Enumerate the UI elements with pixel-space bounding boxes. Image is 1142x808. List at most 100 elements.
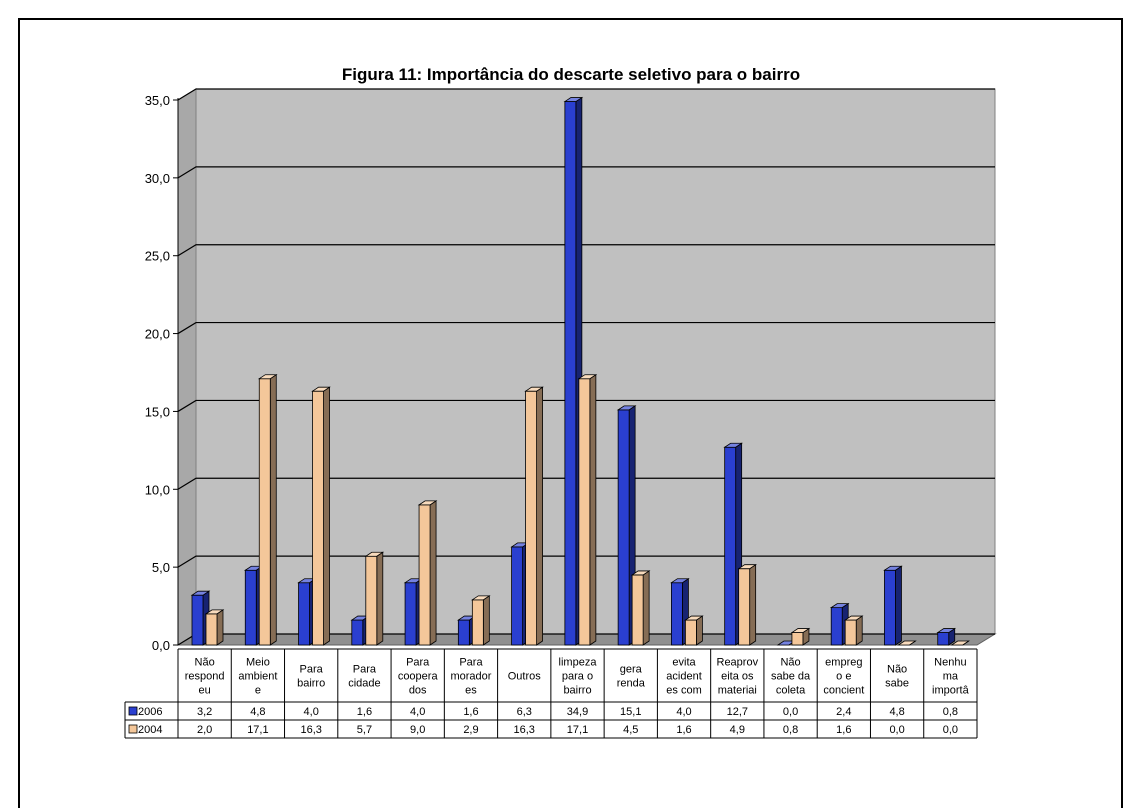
category-label: evita	[672, 657, 696, 669]
legend-label-2006: 2006	[138, 706, 162, 718]
bar-side	[482, 595, 490, 646]
category-label: Reaprov	[717, 657, 759, 669]
data-label: 4,9	[730, 724, 745, 736]
category-label: bairro	[297, 678, 325, 690]
category-label: Nenhu	[934, 657, 966, 669]
data-label: 1,6	[676, 724, 691, 736]
bar-side	[536, 386, 543, 646]
bar-2004-1	[204, 609, 225, 646]
category-label: o e	[836, 671, 851, 683]
bar-side	[269, 373, 277, 646]
bar-2004-6	[471, 595, 491, 646]
gridline	[177, 244, 995, 257]
bar-2004-14	[897, 640, 917, 646]
bar-side	[642, 570, 650, 646]
category-label: gera	[620, 664, 643, 676]
data-label: 4,0	[676, 706, 691, 718]
category-label: ambient	[238, 671, 277, 683]
category-label: Não	[780, 657, 800, 669]
bar-2004-3	[311, 386, 331, 646]
legend-key-2006	[128, 706, 138, 716]
gridline	[177, 88, 995, 101]
bar-front	[312, 390, 324, 646]
data-label: 4,8	[250, 706, 265, 718]
category-label: renda	[617, 678, 646, 690]
bar-top	[843, 615, 864, 621]
data-label: 1,6	[463, 706, 478, 718]
bar-top	[684, 615, 704, 621]
bar-front	[471, 599, 484, 646]
bar-front	[884, 569, 896, 646]
category-label: dos	[409, 685, 427, 697]
y-tick-label: 5,0	[152, 560, 170, 575]
category-label: materiai	[718, 685, 757, 697]
y-tick-label: 30,0	[145, 171, 170, 186]
bar-front	[578, 378, 591, 646]
data-label: 15,1	[620, 706, 641, 718]
legend-label-2004: 2004	[138, 724, 162, 736]
category-label: es com	[666, 685, 701, 697]
category-label: eu	[199, 685, 211, 697]
bar-front	[724, 446, 737, 646]
data-label: 0,8	[783, 724, 798, 736]
category-label: sabe da	[771, 671, 811, 683]
bar-top	[630, 570, 651, 576]
category-label: coopera	[398, 671, 439, 683]
data-label: 16,3	[514, 724, 535, 736]
chart-title: Figura 11: Importância do descarte selet…	[342, 65, 800, 84]
category-label: Para	[459, 657, 483, 669]
bar-2004-15	[950, 640, 971, 646]
bar-top	[471, 595, 491, 601]
category-label: Não	[887, 664, 907, 676]
bar-top	[204, 609, 225, 615]
bar-top	[670, 578, 690, 584]
bar-2004-9	[630, 570, 651, 646]
bar-front	[244, 569, 257, 646]
category-label: cidade	[348, 678, 380, 690]
bar-top	[950, 640, 971, 646]
bar-side	[589, 373, 597, 646]
bar-side	[696, 615, 703, 646]
data-label: 0,8	[943, 706, 958, 718]
bar-top	[790, 628, 811, 633]
data-label: 1,6	[836, 724, 851, 736]
data-label: 0,0	[783, 706, 798, 718]
bar-front	[685, 619, 697, 646]
bar-side	[855, 615, 863, 646]
bar-top	[577, 374, 598, 380]
bar-top	[524, 386, 544, 392]
bar-front	[791, 632, 804, 646]
bar-2004-5	[417, 500, 438, 646]
category-label: concient	[823, 685, 864, 697]
category-label: es	[465, 685, 477, 697]
data-label: 6,3	[517, 706, 532, 718]
gridline	[177, 321, 995, 335]
bar-top	[723, 442, 743, 448]
bar-front	[617, 409, 630, 646]
bar-2004-12	[790, 627, 811, 646]
bar-top	[257, 374, 278, 380]
bar-top	[417, 500, 438, 506]
bar-front	[844, 619, 857, 646]
data-label: 9,0	[410, 724, 425, 736]
bar-front	[631, 574, 644, 646]
category-label: Meio	[246, 657, 270, 669]
bar-front	[205, 613, 218, 646]
y-tick-label: 15,0	[145, 404, 170, 419]
bar-2004-13	[843, 615, 864, 646]
y-tick-label: 0,0	[152, 638, 170, 653]
bar-front	[525, 390, 537, 646]
data-label: 12,7	[727, 706, 748, 718]
bar-top	[190, 590, 211, 596]
bar-front	[564, 101, 577, 646]
category-label: ma	[943, 671, 959, 683]
data-label: 4,0	[410, 706, 425, 718]
category-label: Para	[300, 664, 324, 676]
category-label: Não	[195, 657, 215, 669]
data-label: 17,1	[247, 724, 268, 736]
category-label: coleta	[776, 685, 806, 697]
data-label: 1,6	[357, 706, 372, 718]
bar-2004-4	[364, 551, 385, 646]
bar-front	[830, 607, 843, 646]
